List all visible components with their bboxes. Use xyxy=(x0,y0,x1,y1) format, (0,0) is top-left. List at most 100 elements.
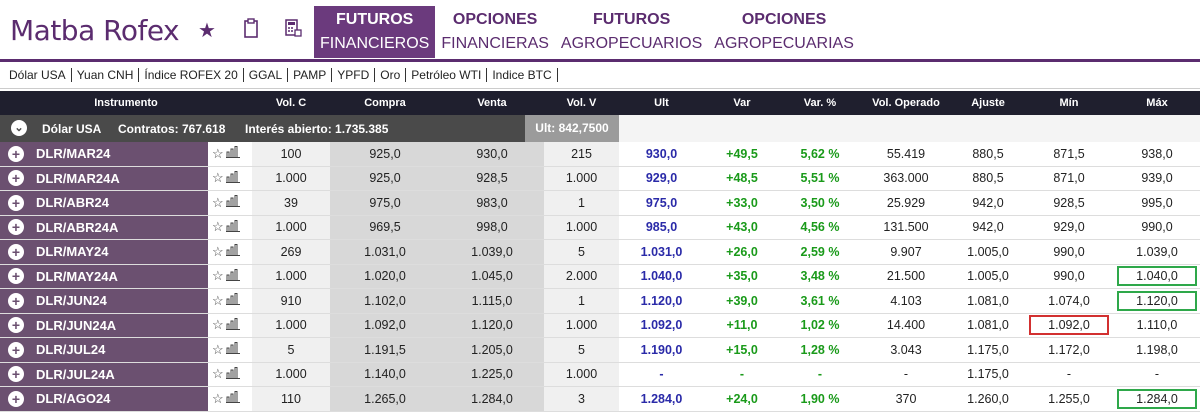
vol-v-cell[interactable]: 1 xyxy=(544,191,619,215)
table-row[interactable]: + DLR/ABR24 ☆ 39 975,0 983,0 1 975,0 +33… xyxy=(0,191,1200,216)
vol-c-cell[interactable]: 910 xyxy=(252,289,330,313)
favorite-star-icon[interactable]: ☆ xyxy=(212,170,224,186)
col-vol-operado[interactable]: Vol. Operado xyxy=(872,97,940,109)
expand-plus-icon[interactable]: + xyxy=(8,219,24,236)
vol-v-cell[interactable]: 1 xyxy=(544,289,619,313)
venta-cell[interactable]: 1.045,0 xyxy=(440,264,544,288)
col-min[interactable]: Mín xyxy=(1059,97,1079,109)
instrument-cell[interactable]: + DLR/JUL24A xyxy=(0,362,208,386)
vol-c-cell[interactable]: 1.000 xyxy=(252,215,330,239)
subnav-ggal[interactable]: GGAL xyxy=(244,68,289,82)
vol-c-cell[interactable]: 39 xyxy=(252,191,330,215)
compra-cell[interactable]: 969,5 xyxy=(330,215,440,239)
favorite-star-icon[interactable]: ☆ xyxy=(212,268,224,284)
favorite-star-icon[interactable]: ☆ xyxy=(212,145,224,161)
subnav-indice-btc[interactable]: Indice BTC xyxy=(487,68,558,82)
clipboard-icon[interactable] xyxy=(243,18,259,43)
table-row[interactable]: + DLR/JUL24A ☆ 1.000 1.140,0 1.225,0 1.0… xyxy=(0,362,1200,387)
bar-chart-icon[interactable] xyxy=(225,366,240,382)
favorite-star-icon[interactable]: ☆ xyxy=(212,366,224,382)
nav-opciones-agropecuarias[interactable]: OPCIONES AGROPECUARIAS xyxy=(714,11,854,52)
nav-opciones-financieras[interactable]: OPCIONES FINANCIERAS xyxy=(441,11,549,52)
expand-plus-icon[interactable]: + xyxy=(8,194,24,211)
expand-plus-icon[interactable]: + xyxy=(8,170,24,187)
favorite-star-icon[interactable]: ☆ xyxy=(212,390,224,406)
expand-plus-icon[interactable]: + xyxy=(8,390,24,407)
vol-v-cell[interactable]: 2.000 xyxy=(544,264,619,288)
instrument-cell[interactable]: + DLR/MAY24A xyxy=(0,264,208,288)
compra-cell[interactable]: 1.031,0 xyxy=(330,240,440,264)
col-ajuste[interactable]: Ajuste xyxy=(971,97,1005,109)
table-row[interactable]: + DLR/JUL24 ☆ 5 1.191,5 1.205,0 5 1.190,… xyxy=(0,338,1200,363)
venta-cell[interactable]: 983,0 xyxy=(440,191,544,215)
vol-v-cell[interactable]: 1.000 xyxy=(544,313,619,337)
venta-cell[interactable]: 1.039,0 xyxy=(440,240,544,264)
expand-plus-icon[interactable]: + xyxy=(8,145,24,162)
compra-cell[interactable]: 1.191,5 xyxy=(330,338,440,362)
col-ult[interactable]: Ult xyxy=(654,97,669,109)
bar-chart-icon[interactable] xyxy=(225,342,240,357)
compra-cell[interactable]: 1.102,0 xyxy=(330,289,440,313)
venta-cell[interactable]: 930,0 xyxy=(440,142,544,166)
table-row[interactable]: + DLR/JUN24 ☆ 910 1.102,0 1.115,0 1 1.12… xyxy=(0,289,1200,314)
venta-cell[interactable]: 1.225,0 xyxy=(440,362,544,386)
instrument-cell[interactable]: + DLR/AGO24 xyxy=(0,387,208,411)
venta-cell[interactable]: 998,0 xyxy=(440,215,544,239)
star-icon[interactable]: ★ xyxy=(198,20,216,42)
bar-chart-icon[interactable] xyxy=(225,293,240,308)
favorite-star-icon[interactable]: ☆ xyxy=(212,317,224,333)
vol-c-cell[interactable]: 269 xyxy=(252,240,330,264)
matba-rofex-logo[interactable]: Matba Rofex xyxy=(10,14,180,47)
instrument-cell[interactable]: + DLR/MAY24 xyxy=(0,240,208,264)
vol-v-cell[interactable]: 3 xyxy=(544,387,619,411)
compra-cell[interactable]: 1.140,0 xyxy=(330,362,440,386)
venta-cell[interactable]: 1.115,0 xyxy=(440,289,544,313)
nav-futuros-financieros[interactable]: FUTUROS FINANCIEROS xyxy=(314,6,436,58)
col-vol-v[interactable]: Vol. V xyxy=(566,97,597,109)
table-row[interactable]: + DLR/AGO24 ☆ 110 1.265,0 1.284,0 3 1.28… xyxy=(0,387,1200,412)
favorite-star-icon[interactable]: ☆ xyxy=(212,341,224,357)
bar-chart-icon[interactable] xyxy=(225,195,240,210)
subnav-yuan-cnh[interactable]: Yuan CNH xyxy=(72,68,140,82)
favorite-star-icon[interactable]: ☆ xyxy=(212,219,224,235)
venta-cell[interactable]: 928,5 xyxy=(440,166,544,190)
expand-plus-icon[interactable]: + xyxy=(8,243,24,260)
col-var-pct[interactable]: Var. % xyxy=(803,97,837,109)
col-max[interactable]: Máx xyxy=(1146,97,1168,109)
vol-v-cell[interactable]: 5 xyxy=(544,240,619,264)
subnav-pamp[interactable]: PAMP xyxy=(288,68,333,82)
vol-v-cell[interactable]: 1.000 xyxy=(544,362,619,386)
bar-chart-icon[interactable] xyxy=(225,146,240,161)
table-row[interactable]: + DLR/MAR24A ☆ 1.000 925,0 928,5 1.000 9… xyxy=(0,166,1200,191)
vol-v-cell[interactable]: 1.000 xyxy=(544,215,619,239)
instrument-cell[interactable]: + DLR/JUN24 xyxy=(0,289,208,313)
compra-cell[interactable]: 1.092,0 xyxy=(330,313,440,337)
compra-cell[interactable]: 1.265,0 xyxy=(330,387,440,411)
table-row[interactable]: + DLR/MAY24 ☆ 269 1.031,0 1.039,0 5 1.03… xyxy=(0,240,1200,265)
subnav-ypfd[interactable]: YPFD xyxy=(332,68,376,82)
favorite-star-icon[interactable]: ☆ xyxy=(212,243,224,259)
vol-c-cell[interactable]: 1.000 xyxy=(252,166,330,190)
nav-futuros-agropecuarios[interactable]: FUTUROS AGROPECUARIOS xyxy=(560,11,703,52)
instrument-cell[interactable]: + DLR/MAR24A xyxy=(0,166,208,190)
compra-cell[interactable]: 1.020,0 xyxy=(330,264,440,288)
bar-chart-icon[interactable] xyxy=(225,317,240,333)
vol-v-cell[interactable]: 5 xyxy=(544,338,619,362)
table-row[interactable]: + DLR/ABR24A ☆ 1.000 969,5 998,0 1.000 9… xyxy=(0,215,1200,240)
vol-c-cell[interactable]: 1.000 xyxy=(252,264,330,288)
venta-cell[interactable]: 1.205,0 xyxy=(440,338,544,362)
col-vol-c[interactable]: Vol. C xyxy=(275,97,307,109)
subnav-dolar-usa[interactable]: Dólar USA xyxy=(4,68,72,82)
expand-plus-icon[interactable]: + xyxy=(8,268,24,285)
col-var[interactable]: Var xyxy=(733,97,751,109)
subnav-indice-rofex-20[interactable]: Índice ROFEX 20 xyxy=(139,68,244,82)
bar-chart-icon[interactable] xyxy=(225,244,240,259)
venta-cell[interactable]: 1.120,0 xyxy=(440,313,544,337)
favorite-star-icon[interactable]: ☆ xyxy=(212,194,224,210)
expand-plus-icon[interactable]: + xyxy=(8,366,24,383)
expand-plus-icon[interactable]: + xyxy=(8,341,24,358)
bar-chart-icon[interactable] xyxy=(225,170,240,186)
table-row[interactable]: + DLR/MAR24 ☆ 100 925,0 930,0 215 930,0 … xyxy=(0,142,1200,167)
collapse-icon[interactable]: ⌄ xyxy=(11,120,27,136)
compra-cell[interactable]: 975,0 xyxy=(330,191,440,215)
